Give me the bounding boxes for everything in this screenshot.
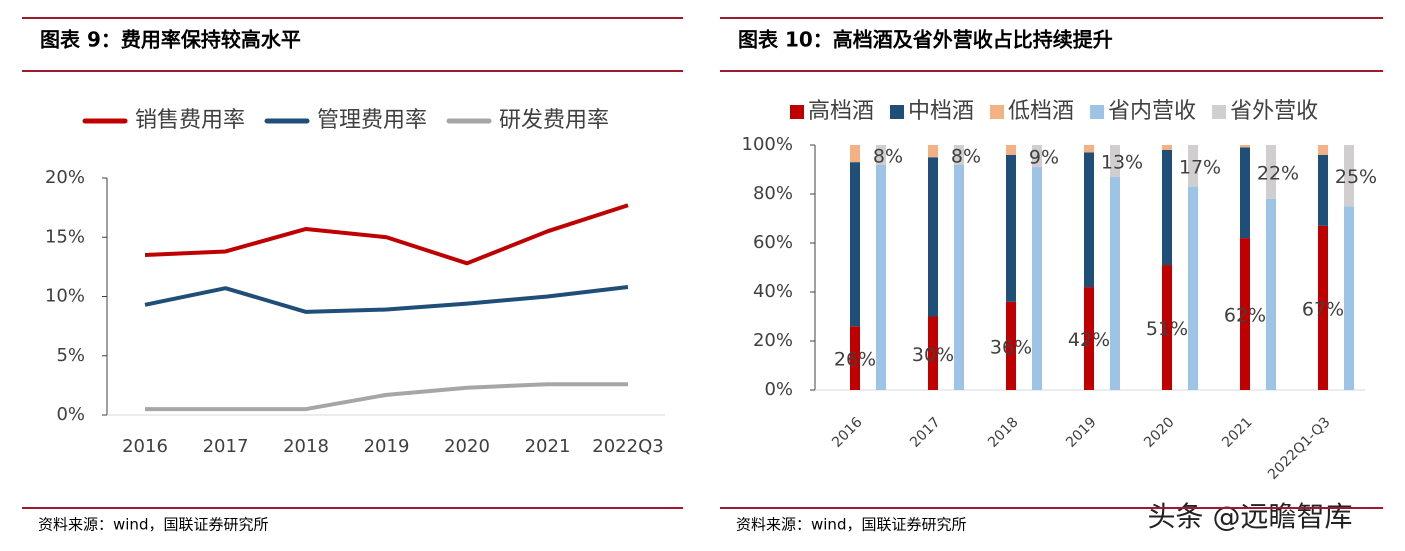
bar-segment [1240, 145, 1250, 148]
source-note: 资料来源：wind，国联证券研究所 [736, 516, 966, 534]
y-tick-label: 80% [753, 183, 793, 204]
data-label: 8% [873, 145, 903, 167]
bar-segment [876, 145, 886, 165]
bar-segment [954, 164, 964, 390]
bar-segment [1240, 147, 1250, 239]
bar-segment [1188, 186, 1198, 390]
bar-segment [1032, 167, 1042, 390]
bar-segment [1318, 145, 1328, 155]
legend-swatch [790, 105, 804, 119]
x-tick-label: 2022Q1-Q3 [1265, 414, 1334, 483]
x-tick-label: 2017 [907, 414, 944, 451]
bar-segment [1188, 145, 1198, 187]
x-tick-label: 2018 [283, 436, 329, 457]
y-tick-label: 0% [764, 379, 793, 400]
bar-segment [1084, 145, 1094, 153]
data-label: 9% [1029, 147, 1059, 169]
y-tick-label: 10% [45, 286, 85, 307]
y-tick-label: 60% [753, 232, 793, 253]
x-tick-label: 2022Q3 [592, 436, 663, 457]
data-label: 67% [1302, 298, 1344, 320]
x-tick-label: 2018 [985, 414, 1022, 451]
bar-segment [954, 145, 964, 165]
y-tick-label: 100% [742, 134, 793, 155]
data-label: 26% [834, 349, 876, 371]
line-series [145, 382, 628, 412]
legend-swatch [1090, 105, 1105, 119]
bar-segment [1110, 176, 1120, 390]
x-tick-label: 2016 [829, 414, 866, 451]
legend-label: 低档酒 [1008, 99, 1074, 124]
data-label: 25% [1335, 166, 1377, 188]
data-label: 42% [1068, 329, 1110, 351]
x-tick-label: 2021 [1219, 414, 1256, 451]
legend-label: 销售费用率 [135, 108, 245, 133]
bar-segment [1162, 149, 1172, 266]
legend-swatch [890, 105, 905, 119]
data-label: 36% [990, 336, 1032, 358]
data-label: 13% [1101, 151, 1143, 173]
x-tick-label: 2019 [364, 436, 410, 457]
x-tick-label: 2020 [1141, 414, 1178, 451]
y-tick-label: 15% [45, 226, 85, 247]
bar-segment [1240, 238, 1250, 390]
bar-segment [1006, 154, 1016, 302]
bar-segment [1006, 145, 1016, 155]
source-note: 资料来源：wind，国联证券研究所 [38, 516, 268, 534]
x-tick-label: 2019 [1063, 414, 1100, 451]
y-tick-label: 40% [753, 281, 793, 302]
legend-swatch [1212, 105, 1227, 119]
bar-segment [928, 145, 938, 158]
data-label: 30% [912, 344, 954, 366]
bar-segment [1318, 154, 1328, 226]
bar-segment [928, 157, 938, 317]
bar-segment [1110, 145, 1120, 177]
legend-label: 省外营收 [1230, 99, 1318, 124]
bar-segment [1318, 225, 1328, 390]
bar-segment [1084, 287, 1094, 390]
line-series [144, 285, 629, 314]
data-label: 17% [1179, 156, 1221, 178]
watermark: 头条 @远瞻智库 [1148, 500, 1353, 533]
data-label: 51% [1146, 318, 1188, 340]
data-label: 22% [1257, 162, 1299, 184]
x-tick-label: 2017 [203, 436, 249, 457]
legend-label: 中档酒 [908, 99, 974, 124]
bar-segment [850, 145, 860, 163]
bar-segment [1162, 265, 1172, 390]
bar-segment [1266, 198, 1276, 390]
x-tick-label: 2020 [444, 436, 490, 457]
y-tick-label: 0% [56, 404, 85, 425]
data-label: 8% [951, 145, 981, 167]
bar-segment [1006, 301, 1016, 390]
bar-segment [1344, 206, 1354, 390]
bar-segment [876, 164, 886, 390]
x-tick-label: 2016 [122, 436, 168, 457]
legend-label: 研发费用率 [499, 108, 609, 133]
legend-swatch [990, 105, 1005, 119]
data-label: 62% [1224, 305, 1266, 327]
legend-label: 高档酒 [808, 99, 874, 124]
bar-segment [1162, 145, 1172, 150]
legend-label: 省内营收 [1108, 99, 1196, 124]
bar-segment [928, 316, 938, 390]
line-series [144, 203, 629, 266]
bar-segment [1084, 152, 1094, 288]
legend-label: 管理费用率 [317, 108, 427, 133]
chart-title: 图表 9：费用率保持较高水平 [40, 28, 301, 52]
bar-segment [850, 162, 860, 327]
bar-segment [1032, 145, 1042, 168]
y-tick-label: 20% [45, 167, 85, 188]
y-tick-label: 20% [753, 330, 793, 351]
bar-segment [1266, 145, 1276, 199]
x-tick-label: 2021 [525, 436, 571, 457]
bar-segment [1344, 145, 1354, 207]
bar-segment [850, 326, 860, 390]
chart-title: 图表 10：高档酒及省外营收占比持续提升 [738, 28, 1113, 52]
y-tick-label: 5% [56, 345, 85, 366]
